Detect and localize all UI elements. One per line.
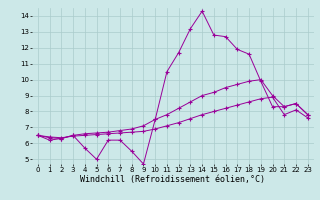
X-axis label: Windchill (Refroidissement éolien,°C): Windchill (Refroidissement éolien,°C) — [80, 175, 265, 184]
